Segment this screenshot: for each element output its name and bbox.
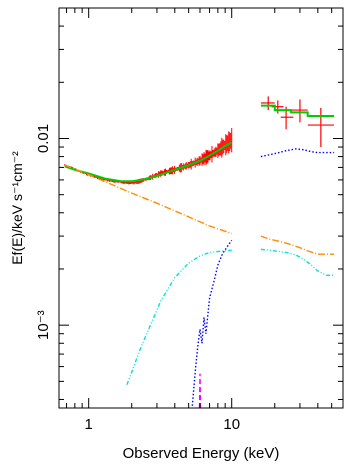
- series-cyan-component-line: [126, 249, 232, 385]
- series-observed-data-high-energy-point: [260, 96, 275, 111]
- series-blue-component-line: [191, 239, 233, 406]
- x-tick-label: 1: [85, 416, 93, 433]
- series-blue-component-high-energy-line: [260, 148, 335, 158]
- series-magenta-line-line: [198, 373, 202, 408]
- series-cyan-component-high-energy-line: [260, 248, 335, 276]
- y-axis-label: Ef(E)/keV s⁻¹cm⁻²: [9, 151, 25, 265]
- plot-frame: [58, 7, 344, 409]
- series-powerlaw-component-high-energy-line: [260, 235, 335, 255]
- x-tick-label: 10: [223, 416, 240, 433]
- series-observed-data-high-energy-point: [271, 100, 284, 114]
- tick-labels: 1 10 10⁻³ 0.01: [35, 124, 240, 433]
- series-observed-data-high-energy-point: [291, 99, 308, 123]
- series-total-model-line: [64, 141, 233, 183]
- y-tick-label: 10⁻³: [35, 310, 52, 340]
- plot-area: [64, 96, 335, 408]
- series-total-model-high-energy-line: [260, 104, 335, 117]
- x-axis-label: Observed Energy (keV): [123, 445, 280, 462]
- series-powerlaw-component-line: [64, 164, 232, 235]
- axis-ticks: [59, 8, 343, 408]
- series-observed-data-high-energy-point: [307, 107, 335, 148]
- y-tick-label: 0.01: [35, 124, 52, 153]
